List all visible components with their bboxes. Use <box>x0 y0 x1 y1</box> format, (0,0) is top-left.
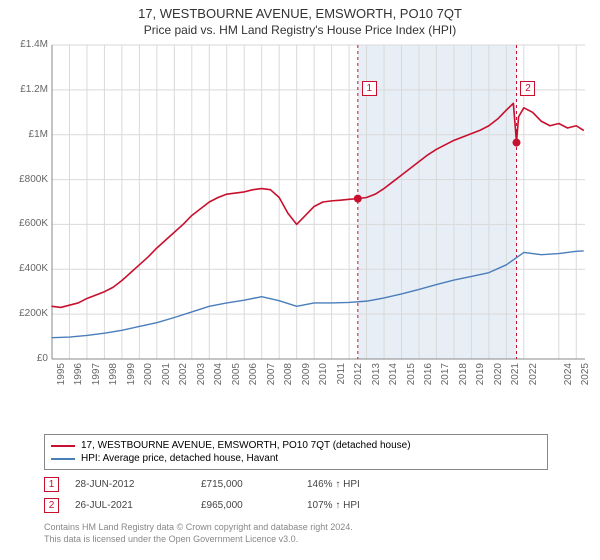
legend-box: 17, WESTBOURNE AVENUE, EMSWORTH, PO10 7Q… <box>44 434 548 470</box>
legend-label: HPI: Average price, detached house, Hava… <box>81 453 278 464</box>
x-axis-label: 2009 <box>301 363 312 393</box>
x-axis-label: 2005 <box>231 363 242 393</box>
y-axis-label: £600K <box>10 218 48 229</box>
sale-row: 2 26-JUL-2021 £965,000 107% ↑ HPI <box>44 495 590 516</box>
chart-subtitle: Price paid vs. HM Land Registry's House … <box>0 21 600 41</box>
sale-badge: 2 <box>44 498 59 513</box>
y-axis-label: £800K <box>10 174 48 185</box>
sale-date: 26-JUL-2021 <box>75 500 185 511</box>
footer-line-2: This data is licensed under the Open Gov… <box>44 534 590 546</box>
sale-price: £715,000 <box>201 479 291 490</box>
legend-swatch <box>51 458 75 460</box>
x-axis-label: 1995 <box>56 363 67 393</box>
footer-attribution: Contains HM Land Registry data © Crown c… <box>44 522 590 545</box>
sale-hpi: 107% ↑ HPI <box>307 500 397 511</box>
x-axis-label: 2001 <box>161 363 172 393</box>
x-axis-label: 2008 <box>283 363 294 393</box>
legend-row: 17, WESTBOURNE AVENUE, EMSWORTH, PO10 7Q… <box>51 439 541 452</box>
sale-badge: 1 <box>44 477 59 492</box>
chart-area: £0 £200K £400K £600K £800K £1M £1.2M £1.4M 1995 1… <box>10 41 590 396</box>
footer-line-1: Contains HM Land Registry data © Crown c… <box>44 522 590 534</box>
sale-hpi: 146% ↑ HPI <box>307 479 397 490</box>
sale-price: £965,000 <box>201 500 291 511</box>
y-axis-label: £400K <box>10 263 48 274</box>
x-axis-label: 2016 <box>423 363 434 393</box>
x-axis-label: 2015 <box>406 363 417 393</box>
sale-date: 28-JUN-2012 <box>75 479 185 490</box>
x-axis-label: 2011 <box>336 363 347 393</box>
x-axis-label: 2014 <box>388 363 399 393</box>
sale-marker-1: 1 <box>362 81 377 96</box>
x-axis-label: 2012 <box>353 363 364 393</box>
x-axis-label: 2007 <box>266 363 277 393</box>
x-axis-label: 1998 <box>108 363 119 393</box>
y-axis-label: £1.2M <box>10 84 48 95</box>
x-axis-label: 2000 <box>143 363 154 393</box>
chart-svg <box>10 41 590 396</box>
y-axis-label: £200K <box>10 308 48 319</box>
x-axis-label: 2002 <box>178 363 189 393</box>
legend-swatch <box>51 445 75 447</box>
y-axis-label: £0 <box>10 353 48 364</box>
legend-label: 17, WESTBOURNE AVENUE, EMSWORTH, PO10 7Q… <box>81 440 411 451</box>
chart-container: 17, WESTBOURNE AVENUE, EMSWORTH, PO10 7Q… <box>0 0 600 560</box>
x-axis-label: 2003 <box>196 363 207 393</box>
x-axis-label: 2017 <box>440 363 451 393</box>
legend-row: HPI: Average price, detached house, Hava… <box>51 452 541 465</box>
x-axis-label: 2019 <box>475 363 486 393</box>
x-axis-label: 2013 <box>371 363 382 393</box>
x-axis-label: 2021 <box>510 363 521 393</box>
chart-title: 17, WESTBOURNE AVENUE, EMSWORTH, PO10 7Q… <box>0 0 600 21</box>
x-axis-label: 2025 <box>580 363 591 393</box>
x-axis-label: 1996 <box>73 363 84 393</box>
x-axis-label: 2020 <box>493 363 504 393</box>
y-axis-label: £1.4M <box>10 39 48 50</box>
x-axis-label: 1999 <box>126 363 137 393</box>
x-axis-label: 2024 <box>563 363 574 393</box>
y-axis-label: £1M <box>10 129 48 140</box>
sale-row: 1 28-JUN-2012 £715,000 146% ↑ HPI <box>44 474 590 495</box>
x-axis-label: 2004 <box>213 363 224 393</box>
sale-marker-2: 2 <box>520 81 535 96</box>
x-axis-label: 2018 <box>458 363 469 393</box>
x-axis-label: 1997 <box>91 363 102 393</box>
x-axis-label: 2006 <box>248 363 259 393</box>
x-axis-label: 2022 <box>528 363 539 393</box>
x-axis-label: 2010 <box>318 363 329 393</box>
sales-table: 1 28-JUN-2012 £715,000 146% ↑ HPI 2 26-JUL-20… <box>44 474 590 516</box>
